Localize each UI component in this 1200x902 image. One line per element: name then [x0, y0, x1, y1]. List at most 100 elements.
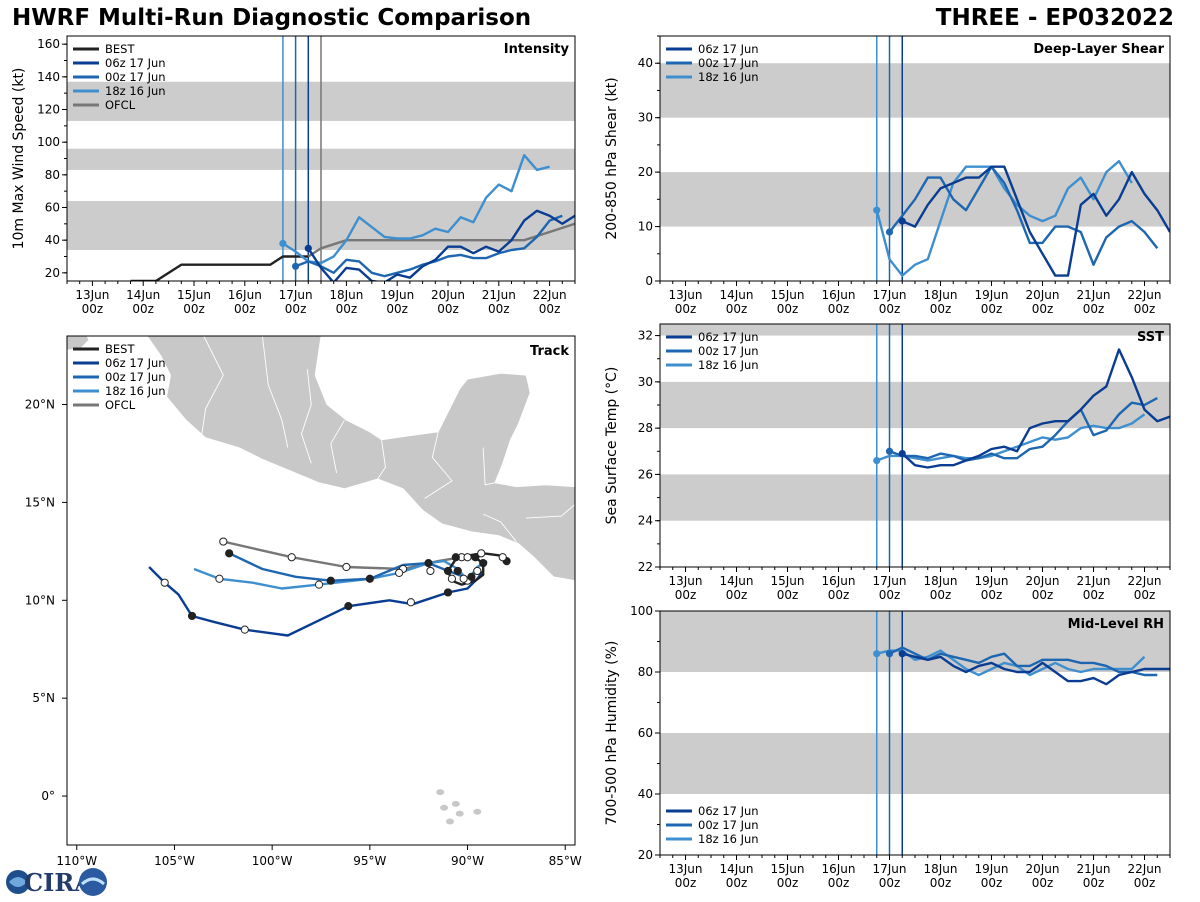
- legend-label: 00z 17 Jun: [698, 818, 759, 832]
- y-axis-label: 10m Max Wind Speed (kt): [11, 68, 27, 250]
- x-tick-label: 13Jun 00z: [668, 574, 702, 602]
- y-tick-label: 28: [638, 421, 653, 435]
- x-tick-label-line: 14Jun: [719, 574, 753, 588]
- y-tick-label: 40: [638, 56, 653, 70]
- x-tick-label: 17Jun 00z: [872, 862, 906, 890]
- series-start-marker: [873, 206, 881, 214]
- x-tick-label-line: 16Jun: [821, 288, 855, 302]
- y-tick-label: 26: [638, 467, 653, 481]
- x-tick-label-line: 19Jun: [974, 288, 1008, 302]
- legend-label: 18z 16 Jun: [105, 84, 166, 98]
- category-band: [660, 324, 1170, 336]
- x-tick-label-line: 21Jun: [1076, 288, 1110, 302]
- baja-california: [67, 336, 89, 350]
- border-line: [424, 431, 453, 499]
- x-tick-label-line: 18Jun: [923, 862, 957, 876]
- lon-tick-label: 110°W: [56, 854, 97, 868]
- x-tick-label-line: 21Jun: [1076, 862, 1110, 876]
- legend-label: 00z 17 Jun: [105, 370, 166, 384]
- galapagos-island: [436, 789, 445, 796]
- x-tick-label: 15Jun 00z: [770, 288, 804, 316]
- track-position-dot: [459, 574, 468, 583]
- track-position-dot: [463, 553, 472, 562]
- track-line-ofcl: [223, 540, 482, 571]
- plot-area: [660, 611, 1170, 855]
- x-tick-label-line: 13Jun: [668, 862, 702, 876]
- x-tick-label-line: 14Jun: [719, 862, 753, 876]
- x-tick-label-line: 00z: [234, 302, 256, 316]
- legend-label: 18z 16 Jun: [698, 832, 759, 846]
- x-tick-label-line: 21Jun: [1076, 574, 1110, 588]
- x-tick-label: 15Jun 00z: [177, 288, 211, 316]
- legend-label: 00z 17 Jun: [105, 70, 166, 84]
- legend-label: 00z 17 Jun: [698, 56, 759, 70]
- track-position-dot: [467, 572, 476, 581]
- x-tick-label: 22Jun 00z: [1127, 288, 1161, 316]
- track-position-dot: [215, 574, 224, 583]
- panel-title: Track: [530, 344, 569, 359]
- series-start-marker: [279, 239, 287, 248]
- y-tick-label: 0: [645, 274, 653, 288]
- x-tick-label: 14Jun 00z: [719, 574, 753, 602]
- x-tick-label: 17Jun 00z: [872, 288, 906, 316]
- legend-label: 18z 16 Jun: [698, 358, 759, 372]
- map-frame: [66, 335, 576, 846]
- track-position-dot: [443, 588, 453, 597]
- cira-logo: CIRA: [4, 866, 108, 898]
- x-tick-label-line: 00z: [285, 302, 307, 316]
- x-tick-label-line: 00z: [930, 588, 952, 602]
- border-line: [482, 447, 495, 486]
- y-tick-label: 20: [638, 848, 653, 862]
- x-tick-label-line: 22Jun: [533, 288, 567, 302]
- y-tick-label: 20: [638, 165, 653, 179]
- x-tick-label-line: 17Jun: [872, 574, 906, 588]
- x-tick-label-line: 00z: [1134, 876, 1156, 890]
- legend-label: 06z 17 Jun: [698, 42, 759, 56]
- x-tick-label-line: 00z: [1032, 876, 1054, 890]
- x-tick-label-line: 00z: [386, 302, 408, 316]
- y-tick-label: 120: [37, 103, 60, 117]
- y-tick-label: 160: [37, 37, 60, 51]
- x-tick-label-line: 00z: [777, 876, 799, 890]
- x-tick-label: 17Jun 00z: [279, 288, 313, 316]
- series-start-marker: [885, 650, 894, 658]
- cira-logo-badge: [79, 868, 107, 896]
- lat-tick-label: 15°N: [25, 495, 55, 509]
- x-tick-label-line: 19Jun: [380, 288, 414, 302]
- track-position-dot: [225, 549, 234, 558]
- track-position-dot: [443, 566, 453, 576]
- track-position-dot: [473, 566, 482, 576]
- category-band: [660, 381, 1170, 429]
- category-band: [660, 733, 1170, 794]
- border-line: [526, 504, 575, 519]
- land-mass: [67, 336, 575, 582]
- category-band: [660, 474, 1170, 521]
- galapagos-island: [455, 810, 464, 817]
- series-start-marker: [885, 447, 894, 455]
- x-tick-label-line: 15Jun: [770, 574, 804, 588]
- x-tick-label: 14Jun 00z: [719, 288, 753, 316]
- x-tick-label: 20Jun 00z: [1025, 862, 1059, 890]
- x-tick-label-line: 00z: [879, 876, 901, 890]
- track-position-dot: [426, 566, 435, 576]
- x-tick-label-line: 00z: [981, 302, 1003, 316]
- track-position-dot: [424, 558, 433, 568]
- x-tick-label-line: 18Jun: [923, 288, 957, 302]
- series-start-marker: [898, 650, 906, 658]
- lon-tick-label: 95°W: [353, 854, 386, 868]
- track-position-dot: [498, 553, 507, 562]
- x-tick-label-line: 15Jun: [770, 288, 804, 302]
- x-tick-label-line: 20Jun: [431, 288, 465, 302]
- y-tick-label: 30: [638, 375, 653, 389]
- x-tick-label: 18Jun 00z: [923, 574, 957, 602]
- x-tick-label: 14Jun 00z: [719, 862, 753, 890]
- x-tick-label-line: 00z: [828, 302, 850, 316]
- x-tick-label-line: 00z: [879, 302, 901, 316]
- lat-tick-label: 5°N: [32, 691, 55, 705]
- series-line-00z-17-jun: [889, 397, 1158, 462]
- y-tick-label: 30: [638, 111, 653, 125]
- storm-id-label: THREE - EP032022: [935, 5, 1174, 31]
